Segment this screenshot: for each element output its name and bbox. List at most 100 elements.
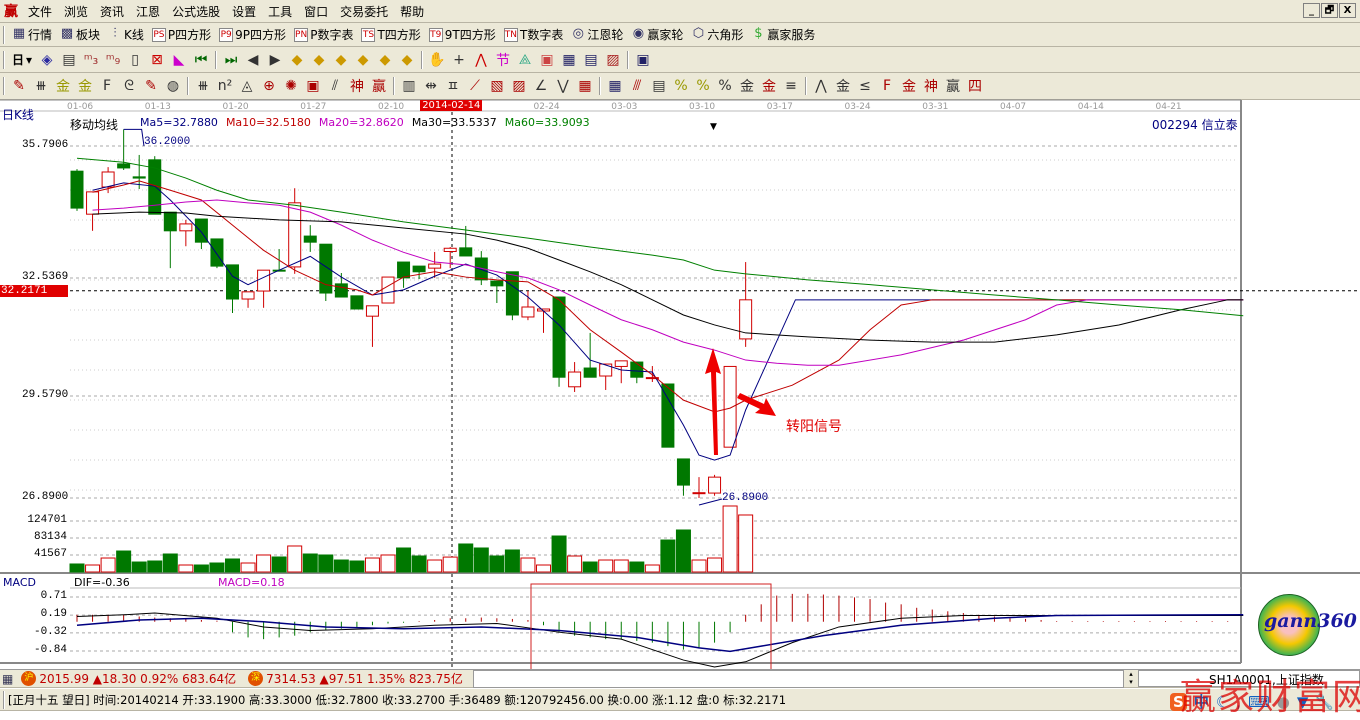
toolbar3-tool-icon-1[interactable]: ⧻ [35, 78, 47, 94]
sh-index[interactable]: 沪 2015.99 ▲18.30 0.92% 683.64亿 [15, 670, 242, 687]
toolbar2-tool-icon-22[interactable]: ▣ [540, 51, 554, 68]
menu-7[interactable]: 窗口 [304, 4, 329, 19]
toolbar3-tool-icon-6[interactable]: ✎ [145, 78, 157, 94]
toolbar3-tool-icon-15[interactable]: 神 [350, 79, 364, 95]
toolbar3-tool-icon-30[interactable]: % [696, 78, 710, 94]
menu-0[interactable]: 文件 [28, 4, 53, 19]
keyboard-icon[interactable]: ⌨ [1248, 692, 1270, 711]
toolbar3-tool-icon-25[interactable]: ▦ [578, 78, 592, 94]
period-dropdown[interactable]: 日 ▾ [8, 51, 36, 68]
toolbar2-tool-icon-16[interactable]: ◆ [401, 51, 413, 68]
toolbar3-tool-icon-34[interactable]: ≡ [785, 78, 797, 94]
close-button[interactable]: X [1339, 3, 1356, 18]
menu-2[interactable]: 资讯 [100, 4, 125, 19]
toolbar3-tool-icon-29[interactable]: % [674, 78, 688, 94]
menu-9[interactable]: 帮助 [400, 4, 425, 19]
index-code-box[interactable]: SH1A0001,上证指数 [1138, 670, 1360, 687]
toolbar-button-kline[interactable]: ⫶ K线 [104, 26, 148, 43]
toolbar3-tool-icon-42[interactable]: 四 [968, 79, 982, 95]
toolbar-button-winner-wheel[interactable]: ◉ 赢家轮 [627, 26, 687, 43]
toolbar2-tool-icon-18[interactable]: + [453, 51, 465, 68]
punct-icon[interactable]: , [1236, 692, 1242, 711]
toolbar-button-gann-wheel[interactable]: ◎ 江恩轮 [567, 26, 627, 43]
menu-6[interactable]: 工具 [268, 4, 293, 19]
toolbar3-tool-icon-40[interactable]: 神 [924, 79, 938, 95]
toolbar2-tool-icon-20[interactable]: 节 [496, 52, 511, 69]
toolbar3-tool-icon-33[interactable]: 金 [762, 79, 776, 95]
toolbar3-tool-icon-16[interactable]: 赢 [372, 79, 386, 95]
moon-icon[interactable]: ☾ [1215, 692, 1230, 711]
sz-index[interactable]: 深 7314.53 ▲97.51 1.35% 823.75亿 [242, 670, 469, 687]
toolbar2-tool-icon-21[interactable]: ⟁ [518, 51, 532, 68]
menu-3[interactable]: 江恩 [136, 4, 161, 19]
command-input[interactable] [472, 669, 1124, 688]
toolbar2-tool-icon-2[interactable]: ᵐ₃ [83, 51, 99, 68]
toolbar3-tool-icon-12[interactable]: ✺ [285, 78, 297, 94]
toolbar3-tool-icon-10[interactable]: ◬ [241, 78, 253, 94]
toolbar2-tool-icon-6[interactable]: ◣ [173, 51, 185, 68]
toolbar2-tool-icon-7[interactable]: ⏮ [194, 51, 208, 68]
toolbar3-tool-icon-7[interactable]: ◍ [166, 78, 180, 94]
toolbar3-tool-icon-13[interactable]: ▣ [306, 78, 320, 94]
toolbar2-tool-icon-8[interactable]: ⏭ [224, 51, 238, 68]
toolbar3-tool-icon-2[interactable]: 金 [56, 79, 70, 95]
restore-button[interactable]: 🗗 [1321, 3, 1338, 18]
toolbar3-tool-icon-14[interactable]: ⫽ [331, 78, 339, 94]
toolbar2-tool-icon-26[interactable]: ▣ [636, 51, 650, 68]
toolbar-button-p9[interactable]: P9 9P四方形 [215, 26, 290, 43]
menu-5[interactable]: 设置 [232, 4, 257, 19]
toolbar-button-tn[interactable]: TN T数字表 [500, 26, 568, 43]
toolbar3-tool-icon-19[interactable]: ㅍ [446, 79, 460, 95]
shirt-icon[interactable]: ▼ [1296, 692, 1309, 711]
toolbar3-tool-icon-28[interactable]: ▤ [652, 78, 666, 94]
toolbar3-tool-icon-39[interactable]: 金 [902, 79, 916, 95]
toolbar3-tool-icon-11[interactable]: ⊕ [263, 78, 275, 94]
sogou-icon[interactable]: S [1170, 692, 1187, 711]
toolbar3-tool-icon-23[interactable]: ∠ [534, 78, 548, 94]
toolbar-button-dollar[interactable]: $ 赢家服务 [747, 26, 819, 43]
user-icon[interactable]: ● [1276, 692, 1290, 711]
toolbar2-tool-icon-23[interactable]: ▦ [562, 51, 576, 68]
toolbar-button-hexagon[interactable]: ⬡ 六角形 [687, 26, 747, 43]
toolbar-button-ts[interactable]: TS T四方形 [357, 26, 424, 43]
toolbar2-tool-icon-3[interactable]: ᵐ₉ [105, 51, 121, 68]
toolbar3-tool-icon-32[interactable]: 金 [740, 79, 754, 95]
menu-1[interactable]: 浏览 [64, 4, 89, 19]
toolbar3-tool-icon-22[interactable]: ▨ [512, 78, 526, 94]
toolbar-button-ps[interactable]: PS P四方形 [148, 26, 215, 43]
toolbar3-tool-icon-18[interactable]: ⇹ [425, 78, 437, 94]
toolbar3-tool-icon-37[interactable]: ≤ [859, 78, 871, 94]
toolbar3-tool-icon-3[interactable]: 金 [78, 79, 92, 95]
toolbar3-tool-icon-0[interactable]: ✎ [13, 78, 25, 94]
toolbar-button-pn[interactable]: PN P数字表 [290, 26, 357, 43]
toolbar3-tool-icon-21[interactable]: ▧ [490, 78, 504, 94]
toolbar3-tool-icon-38[interactable]: F [882, 78, 892, 94]
toolbar2-tool-icon-24[interactable]: ▤ [584, 51, 598, 68]
toolbar3-tool-icon-17[interactable]: ▥ [402, 78, 416, 94]
toolbar2-tool-icon-25[interactable]: ▨ [606, 51, 620, 68]
menu-4[interactable]: 公式选股 [172, 4, 221, 19]
toolbar2-tool-icon-9[interactable]: ◀ [247, 51, 259, 68]
menu-8[interactable]: 交易委托 [340, 4, 389, 19]
wrench-icon[interactable]: 🔧 [1315, 692, 1335, 711]
spin-button[interactable]: ▴ ▾ [1124, 670, 1138, 687]
toolbar2-tool-icon-11[interactable]: ◆ [291, 51, 303, 68]
toolbar3-tool-icon-4[interactable]: F [102, 78, 112, 94]
toolbar2-tool-icon-13[interactable]: ◆ [335, 51, 347, 68]
toolbar2-tool-icon-12[interactable]: ◆ [313, 51, 325, 68]
toolbar2-tool-icon-4[interactable]: ▯ [131, 51, 139, 68]
toolbar3-tool-icon-41[interactable]: 赢 [946, 79, 960, 95]
toolbar2-tool-icon-1[interactable]: ▤ [62, 51, 76, 68]
toolbar-button-t9[interactable]: T9 9T四方形 [425, 26, 500, 43]
toolbar3-tool-icon-20[interactable]: ⟋ [470, 78, 480, 94]
toolbar2-tool-icon-19[interactable]: ⋀ [475, 51, 487, 68]
toolbar3-tool-icon-26[interactable]: ▦ [608, 78, 622, 94]
ime-mode[interactable]: 中 [1193, 693, 1209, 711]
toolbar-button-grid[interactable]: ▦ 行情 [8, 26, 56, 43]
toolbar3-tool-icon-9[interactable]: n² [217, 78, 233, 94]
minimize-button[interactable]: _ [1303, 3, 1320, 18]
toolbar2-tool-icon-15[interactable]: ◆ [379, 51, 391, 68]
toolbar-button-blocks[interactable]: ▩ 板块 [56, 26, 104, 43]
toolbar2-tool-icon-17[interactable]: ✋ [428, 51, 446, 68]
